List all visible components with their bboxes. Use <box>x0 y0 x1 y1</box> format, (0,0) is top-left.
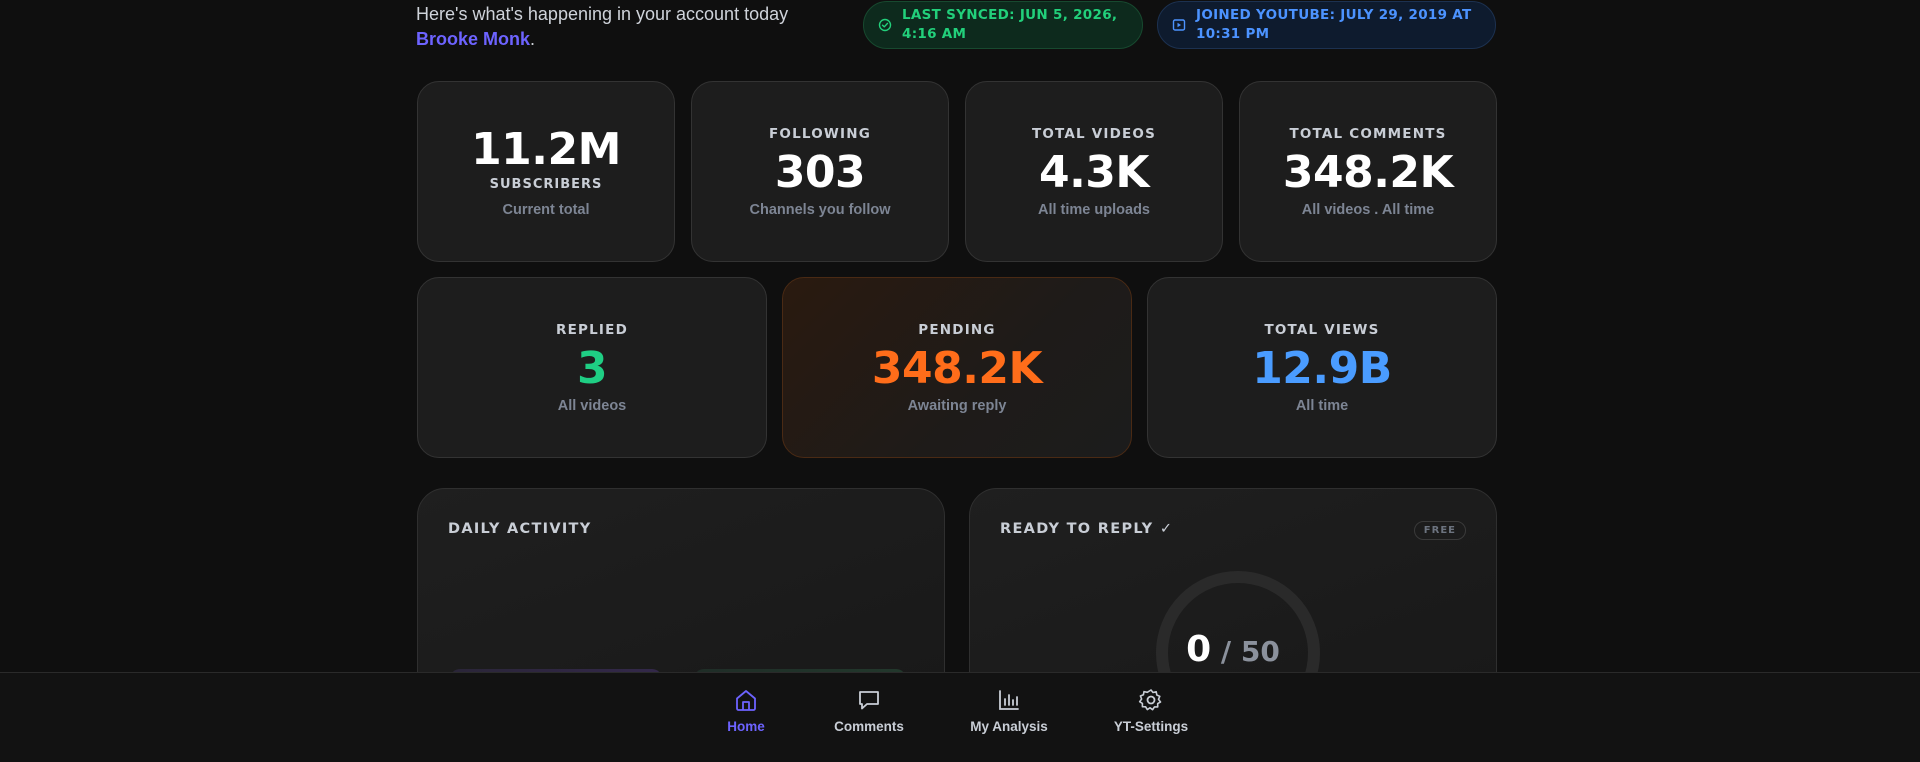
replied-label: REPLIED <box>556 321 628 338</box>
total-views-label: TOTAL VIEWS <box>1264 321 1380 338</box>
total-videos-value: 4.3K <box>1038 146 1150 198</box>
total-comments-label: TOTAL COMMENTS <box>1289 125 1447 142</box>
total-videos-sub: All time uploads <box>1038 201 1150 218</box>
replied-card: REPLIED 3 All videos <box>417 277 767 458</box>
following-value: 303 <box>774 146 866 198</box>
home-icon <box>736 690 756 711</box>
user-name: Brooke Monk <box>416 29 531 49</box>
nav-yt-settings-label: YT-Settings <box>1113 719 1189 734</box>
welcome-text: Here's what's happening in your account … <box>416 2 856 52</box>
total-views-card: TOTAL VIEWS 12.9B All time <box>1147 277 1497 458</box>
ready-to-reply-title: READY TO REPLY ✓ <box>1000 521 1174 537</box>
reply-progress-count: 0 / 50 <box>970 629 1496 670</box>
nav-my-analysis-label: My Analysis <box>970 719 1048 734</box>
replied-value: 3 <box>576 342 608 394</box>
subscribers-card: 11.2M SUBSCRIBERS Current total <box>417 81 675 262</box>
nav-comments-label: Comments <box>834 719 904 734</box>
daily-activity-title: DAILY ACTIVITY <box>448 521 592 537</box>
plan-badge: FREE <box>1413 521 1466 540</box>
nav-comments[interactable]: Comments <box>799 687 939 734</box>
last-synced-text: LAST SYNCED: JUN 5, 2026, 4:16 AM <box>902 7 1118 42</box>
comment-icon <box>859 691 879 710</box>
nav-home[interactable]: Home <box>676 687 816 734</box>
total-videos-card: TOTAL VIDEOS 4.3K All time uploads <box>965 81 1223 262</box>
total-videos-label: TOTAL VIDEOS <box>1031 125 1157 142</box>
gear-icon <box>1138 689 1162 711</box>
following-card: FOLLOWING 303 Channels you follow <box>691 81 949 262</box>
following-label: FOLLOWING <box>769 125 871 142</box>
nav-yt-settings[interactable]: YT-Settings <box>1081 687 1221 734</box>
welcome-message: Here's what's happening in your account … <box>416 4 789 24</box>
reply-current: 0 <box>1186 629 1212 670</box>
subscribers-sub: Current total <box>502 202 590 218</box>
nav-home-label: Home <box>727 719 765 734</box>
pending-card: PENDING 348.2K Awaiting reply <box>782 277 1132 458</box>
total-views-sub: All time <box>1295 397 1349 414</box>
welcome-punctuation: . <box>530 29 536 49</box>
pending-value: 348.2K <box>871 342 1043 394</box>
reply-separator: / <box>1211 635 1241 668</box>
joined-youtube-badge: JOINED YOUTUBE: JULY 29, 2019 AT 10:31 P… <box>1157 1 1496 49</box>
total-comments-value: 348.2K <box>1282 146 1454 198</box>
check-circle-icon <box>878 18 892 32</box>
reply-max: 50 <box>1240 635 1280 668</box>
total-comments-sub: All videos . All time <box>1301 201 1435 218</box>
bar-chart-icon <box>999 690 1019 710</box>
following-sub: Channels you follow <box>749 201 891 218</box>
pending-sub: Awaiting reply <box>907 397 1007 414</box>
video-icon <box>1172 19 1186 31</box>
replied-sub: All videos <box>557 397 627 414</box>
total-views-value: 12.9B <box>1252 342 1392 394</box>
bottom-nav: Home Comments My Analysis YT-Settings <box>0 672 1920 762</box>
subscribers-label: SUBSCRIBERS <box>489 177 603 192</box>
last-synced-badge: LAST SYNCED: JUN 5, 2026, 4:16 AM <box>863 1 1143 49</box>
total-comments-card: TOTAL COMMENTS 348.2K All videos . All t… <box>1239 81 1497 262</box>
pending-label: PENDING <box>918 321 996 338</box>
subscribers-value: 11.2M <box>471 124 621 175</box>
joined-youtube-text: JOINED YOUTUBE: JULY 29, 2019 AT 10:31 P… <box>1196 7 1472 42</box>
nav-my-analysis[interactable]: My Analysis <box>939 687 1079 734</box>
